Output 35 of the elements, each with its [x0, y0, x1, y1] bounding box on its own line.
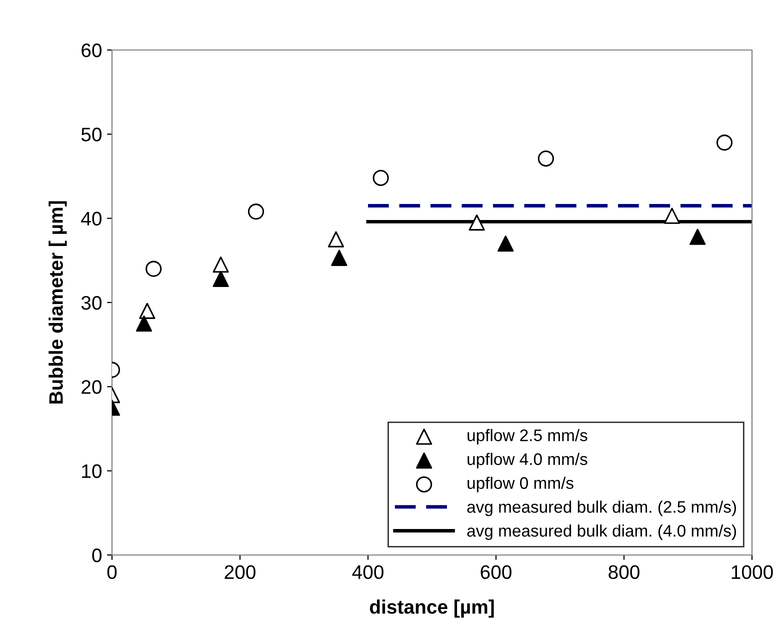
- y-tick-label: 20: [82, 380, 102, 394]
- y-tick-label: 0: [92, 548, 102, 562]
- y-tick-label: 50: [81, 128, 102, 142]
- legend-label: upflow 0 mm/s: [468, 476, 574, 492]
- point: [212, 256, 229, 273]
- point: [372, 170, 389, 186]
- point: [468, 214, 485, 231]
- x-tick-label: 200: [224, 565, 256, 580]
- y-tick-label: 60: [82, 43, 102, 58]
- point: [664, 208, 680, 224]
- point: [498, 236, 514, 252]
- x-tick-label: 600: [480, 565, 512, 580]
- y-tick-label: 30: [81, 296, 102, 310]
- x-axis-title: distance [µm]: [370, 600, 494, 618]
- x-tick-label: 800: [608, 565, 640, 580]
- y-tick-label: 40: [81, 212, 102, 226]
- point: [248, 204, 264, 220]
- point: [328, 231, 344, 248]
- point: [716, 134, 733, 151]
- legend-label: upflow 2.5 mm/s: [468, 428, 588, 445]
- point: [146, 260, 162, 277]
- point: [331, 250, 348, 266]
- point: [136, 315, 152, 332]
- x-tick-label: 1000: [732, 565, 773, 580]
- x-tick-label: 0: [107, 565, 117, 580]
- point: [538, 150, 554, 167]
- legend-label: upflow 4.0 mm/s: [468, 452, 588, 468]
- y-axis-title: Bubble diameter [ µm]: [48, 201, 67, 404]
- y-tick-label: 10: [82, 464, 102, 478]
- x-tick-label: 400: [352, 565, 384, 580]
- point: [212, 270, 229, 287]
- point: [139, 302, 156, 319]
- point: [690, 228, 706, 245]
- legend-label: avg measured bulk diam. (4.0 mm/s): [467, 524, 736, 540]
- legend-label: avg measured bulk diam. (2.5 mm/s): [467, 500, 736, 516]
